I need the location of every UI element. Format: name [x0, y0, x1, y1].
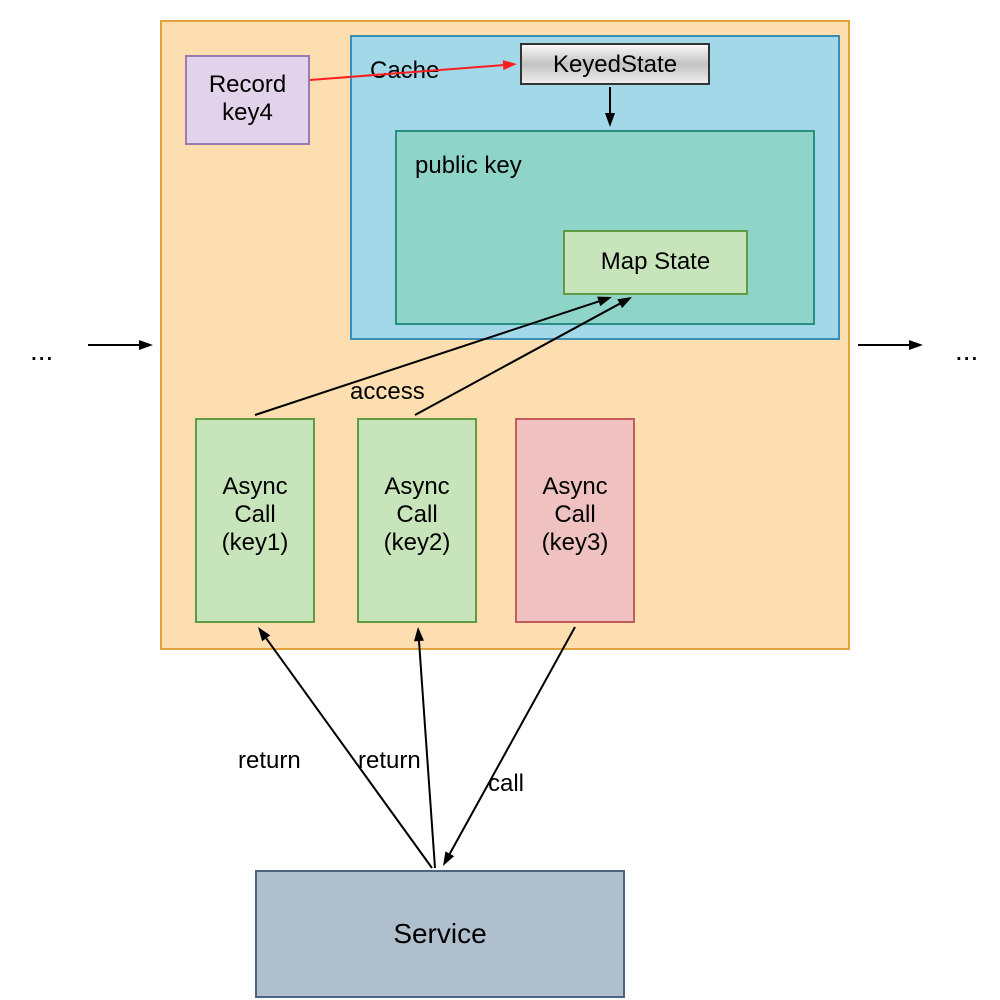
- async3-label: AsyncCall(key3): [515, 473, 635, 557]
- ellipsis-left: ...: [30, 335, 53, 367]
- ellipsis-right: ...: [955, 335, 978, 367]
- record-label: Record key4: [185, 71, 310, 127]
- async1-label: AsyncCall(key1): [195, 473, 315, 557]
- return1-label: return: [238, 747, 301, 775]
- call-label: call: [488, 770, 524, 798]
- cache-label: Cache: [370, 57, 439, 85]
- keyed-state-label: KeyedState: [520, 51, 710, 79]
- access-label: access: [350, 378, 425, 406]
- map-state-label: Map State: [563, 248, 748, 276]
- return2-label: return: [358, 747, 421, 775]
- service-label: Service: [255, 918, 625, 950]
- public-key-label: public key: [415, 152, 522, 180]
- async2-label: AsyncCall(key2): [357, 473, 477, 557]
